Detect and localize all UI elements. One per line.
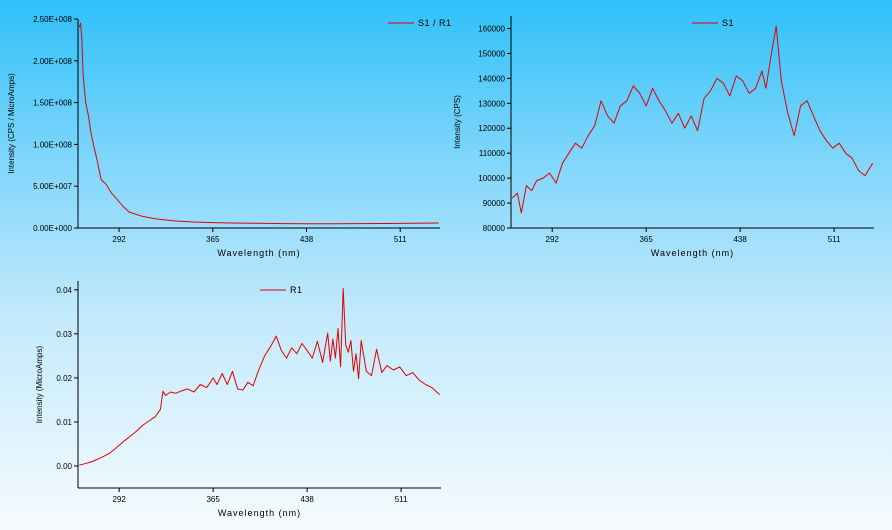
y-tick-label: 110000 <box>479 149 506 158</box>
y-axis-title: Intensity (CPS / MicroAmps) <box>7 73 16 174</box>
legend-label: R1 <box>290 285 303 295</box>
y-tick-label: 160000 <box>478 24 505 33</box>
legend-label: S1 / R1 <box>418 18 452 28</box>
x-tick-label: 511 <box>828 235 841 244</box>
series-line-0 <box>511 25 874 214</box>
y-tick-label: 0.02 <box>56 374 72 383</box>
y-axis-title: Intensity (CPS) <box>453 95 462 149</box>
x-tick-label: 292 <box>113 495 127 504</box>
y-tick-label: 120000 <box>478 124 505 133</box>
x-tick-label: 438 <box>300 495 314 504</box>
x-tick-label: 365 <box>639 235 653 244</box>
y-tick-label: 0.04 <box>56 286 72 295</box>
x-axis-title: Wavelength (nm) <box>651 248 734 258</box>
y-tick-label: 5.00E+007 <box>33 182 72 191</box>
y-tick-label: 140000 <box>478 74 505 83</box>
x-tick-label: 438 <box>300 235 314 244</box>
y-tick-label: 0.03 <box>56 330 72 339</box>
y-tick-label: 130000 <box>478 99 505 108</box>
x-tick-label: 292 <box>546 235 560 244</box>
x-axis-title: Wavelength (nm) <box>218 508 301 518</box>
y-tick-label: 2.50E+008 <box>33 15 72 24</box>
y-axis-title: Intensity (MicroAmps) <box>35 345 44 423</box>
y-tick-label: 0.00 <box>56 462 72 471</box>
y-tick-label: 100000 <box>478 174 505 183</box>
y-tick-label: 1.50E+008 <box>33 99 72 108</box>
x-tick-label: 292 <box>112 235 126 244</box>
x-tick-label: 365 <box>206 495 220 504</box>
x-axis-title: Wavelength (nm) <box>217 248 300 258</box>
chart-panel-r1: 0.00 0.01 0.02 0.03 0.04 292 365 438 511 Waveleng… <box>35 281 441 518</box>
y-tick-label: 0.00E+000 <box>33 224 72 233</box>
y-tick-label: 150000 <box>478 49 505 58</box>
x-tick-label: 511 <box>395 495 408 504</box>
y-tick-label: 2.00E+008 <box>33 57 72 66</box>
y-tick-label: 1.00E+008 <box>33 140 72 149</box>
chart-panel-s1: 80000 90000 100000 110000 120000 130000 140000… <box>453 16 874 258</box>
x-tick-label: 511 <box>394 235 407 244</box>
y-tick-label: 90000 <box>483 199 506 208</box>
series-line-0 <box>78 22 439 225</box>
y-tick-label: 80000 <box>483 224 506 233</box>
x-tick-label: 438 <box>733 235 747 244</box>
series-line-0 <box>79 288 441 466</box>
legend-label: S1 <box>722 18 734 28</box>
y-tick-label: 0.01 <box>56 418 72 427</box>
x-tick-label: 365 <box>206 235 220 244</box>
chart-panel-s1-r1: 0.00E+000 5.00E+007 1.00E+008 1.50E+008 2.00… <box>7 15 452 258</box>
